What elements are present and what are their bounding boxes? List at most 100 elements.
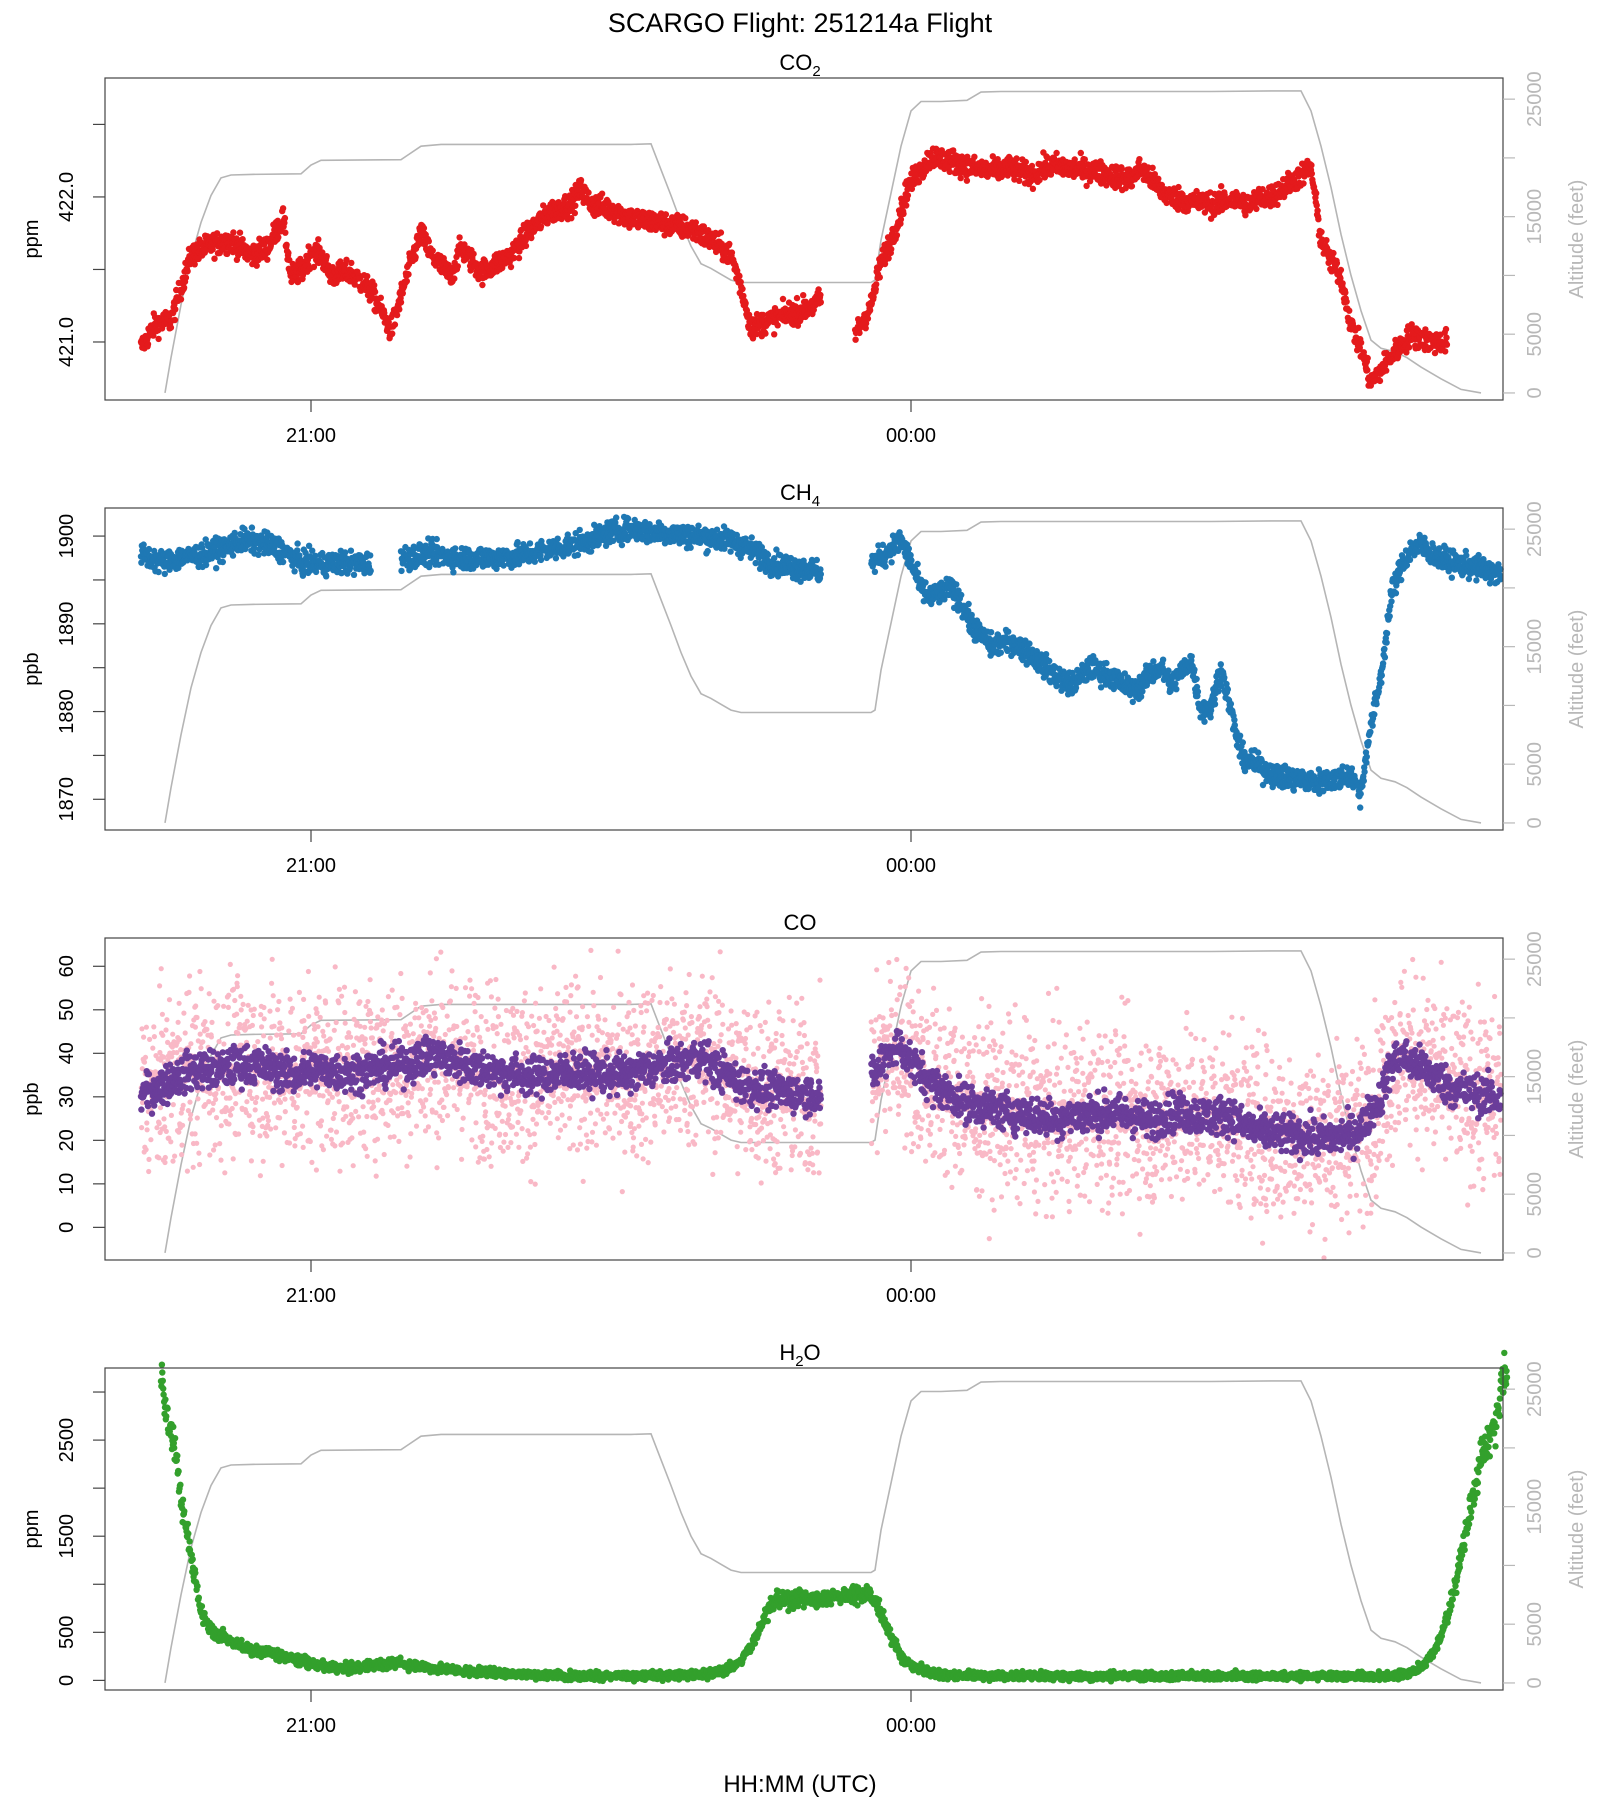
data-point (1308, 162, 1315, 169)
data-point (412, 254, 419, 261)
data-point (965, 600, 972, 608)
data-point (452, 545, 459, 552)
data-point (888, 559, 895, 566)
data-point (692, 219, 699, 226)
y2-tick-label: 15000 (1524, 189, 1546, 245)
data-point (184, 268, 191, 275)
data-point (682, 215, 689, 222)
data-point (420, 224, 428, 232)
data-point (1103, 659, 1110, 667)
data-point (953, 581, 960, 588)
data-point (852, 336, 859, 343)
data-point (1046, 657, 1053, 665)
data-point (367, 567, 374, 575)
data-point (211, 255, 218, 262)
data-point (1357, 339, 1365, 346)
data-series-co2 (137, 145, 1451, 389)
data-point (209, 246, 216, 253)
data-point (764, 551, 772, 558)
data-point (1274, 201, 1281, 208)
data-point (155, 335, 162, 343)
x-tick-label: 00:00 (886, 425, 936, 447)
data-point (717, 229, 725, 236)
data-point (236, 229, 244, 236)
data-point (219, 558, 226, 566)
data-point (450, 569, 457, 576)
data-point (1313, 190, 1320, 197)
data-point (1053, 149, 1060, 157)
data-point (282, 229, 289, 236)
data-point (405, 271, 412, 278)
data-point (144, 340, 152, 348)
data-point (1442, 348, 1449, 355)
data-point (510, 254, 518, 262)
data-point (888, 245, 895, 253)
data-point (922, 579, 929, 586)
data-point (864, 315, 872, 322)
data-point (568, 215, 575, 222)
data-point (728, 249, 736, 256)
x-tick-label: 21:00 (286, 425, 336, 447)
data-point (213, 230, 221, 237)
data-point (771, 331, 778, 338)
data-point (963, 177, 971, 184)
data-point (736, 272, 743, 280)
data-point (285, 249, 292, 257)
data-point (1013, 155, 1020, 162)
data-point (305, 243, 312, 250)
data-point (507, 263, 515, 271)
data-point (180, 284, 188, 291)
data-point (1443, 341, 1451, 348)
data-point (817, 291, 824, 299)
data-point (971, 153, 978, 160)
data-point (454, 263, 461, 270)
data-point (479, 281, 486, 289)
data-point (662, 211, 670, 218)
data-point (900, 210, 907, 217)
data-point (815, 286, 822, 293)
data-point (391, 321, 399, 328)
data-point (576, 526, 583, 534)
data-point (893, 232, 901, 239)
data-point (1253, 205, 1260, 213)
data-point (739, 285, 746, 293)
data-point (1028, 162, 1036, 170)
data-point (514, 539, 521, 546)
data-point (499, 264, 506, 272)
data-point (150, 332, 157, 339)
data-point (1337, 266, 1345, 274)
data-point (397, 299, 405, 306)
data-point (1016, 177, 1023, 184)
data-point (624, 515, 632, 522)
data-point (554, 535, 561, 542)
data-point (748, 534, 755, 541)
data-point (177, 296, 185, 303)
data-point (1077, 149, 1085, 157)
data-point (572, 202, 579, 209)
data-point (229, 552, 237, 559)
data-point (239, 236, 246, 243)
data-point (343, 256, 350, 263)
data-point (905, 545, 912, 552)
data-point (704, 547, 711, 555)
data-point (946, 168, 953, 175)
data-point (191, 261, 198, 268)
data-point (1323, 237, 1330, 244)
data-point (393, 311, 401, 319)
data-point (742, 300, 749, 307)
data-point (281, 214, 289, 222)
data-point (1300, 180, 1307, 187)
data-point (687, 544, 694, 551)
data-point (182, 274, 190, 281)
data-point (914, 569, 922, 577)
data-point (1442, 325, 1450, 333)
data-point (347, 547, 355, 554)
data-point (726, 240, 733, 248)
data-point (283, 241, 290, 248)
y2-tick-label: 5000 (1524, 312, 1546, 357)
data-point (1383, 367, 1390, 374)
data-point (371, 288, 379, 296)
figure-title: SCARGO Flight: 251214a Flight (608, 8, 993, 38)
data-point (813, 556, 820, 564)
data-point (774, 322, 781, 329)
